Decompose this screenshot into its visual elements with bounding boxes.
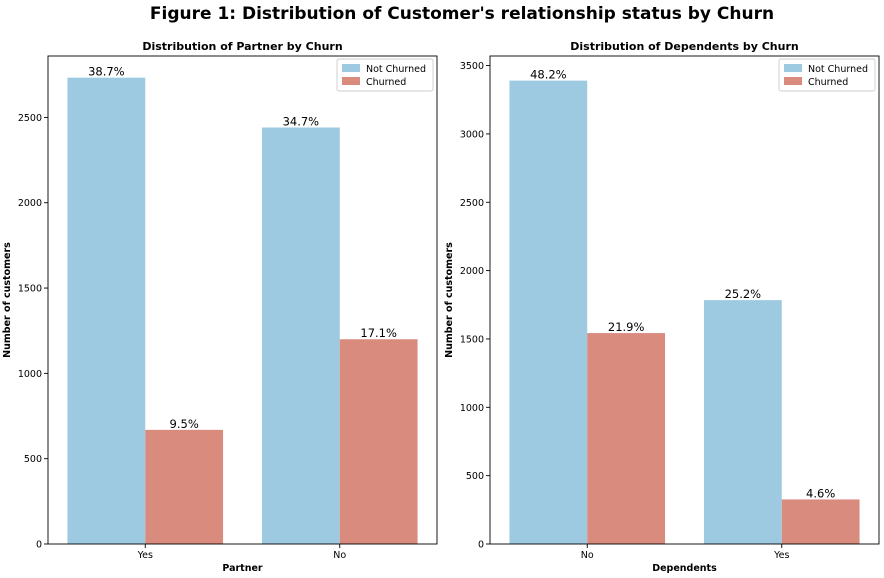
- legend-label: Not Churned: [808, 64, 868, 75]
- plot-frame: [47, 55, 438, 545]
- legend-label: Not Churned: [366, 64, 426, 75]
- bar-churned-no: [339, 339, 418, 544]
- legend: Not Churned Churned: [778, 58, 876, 92]
- y-tick-label: 1000: [460, 403, 484, 414]
- legend-swatch: [784, 77, 802, 85]
- bar-churned-yes: [781, 499, 860, 544]
- x-axis-label: Dependents: [652, 563, 717, 574]
- data-label: 21.9%: [608, 320, 645, 334]
- chart-partner: Distribution of Partner by Churn 38.7% 34.…: [2, 40, 438, 574]
- data-label: 25.2%: [725, 287, 762, 301]
- y-tick-label: 0: [478, 540, 484, 551]
- x-tick-label: Yes: [773, 550, 789, 561]
- legend-box: [778, 58, 876, 92]
- x-tick-label: Yes: [137, 550, 153, 561]
- chart-title: Distribution of Partner by Churn: [142, 40, 342, 53]
- x-tick-label: No: [333, 550, 346, 561]
- data-label: 17.1%: [360, 326, 397, 340]
- bar-churned-no: [587, 333, 666, 544]
- data-label: 48.2%: [530, 68, 567, 82]
- bar-not-churned-no: [509, 80, 588, 544]
- data-label: 9.5%: [170, 417, 199, 431]
- legend-label: Churned: [366, 77, 406, 88]
- legend: Not Churned Churned: [336, 58, 434, 92]
- figure-title: Figure 1: Distribution of Customer's rel…: [150, 4, 774, 24]
- y-tick-label: 2500: [460, 198, 484, 209]
- legend-label: Churned: [808, 77, 848, 88]
- y-tick-label: 2500: [18, 113, 42, 124]
- y-tick-label: 0: [36, 540, 42, 551]
- data-label: 34.7%: [283, 114, 320, 128]
- legend-swatch: [342, 77, 360, 85]
- bar-not-churned-no: [261, 127, 340, 544]
- y-tick-label: 2000: [460, 266, 484, 277]
- plot-frame: [489, 55, 880, 545]
- data-label: 4.6%: [806, 486, 835, 500]
- y-tick-label: 3500: [460, 61, 484, 72]
- chart-title: Distribution of Dependents by Churn: [570, 40, 798, 53]
- x-tick-label: No: [581, 550, 594, 561]
- y-tick-label: 2000: [18, 198, 42, 209]
- chart-dependents: Distribution of Dependents by Churn 48.2%…: [444, 40, 880, 574]
- legend-swatch: [342, 64, 360, 72]
- bar-not-churned-yes: [67, 77, 146, 545]
- bar-not-churned-yes: [703, 300, 782, 544]
- y-tick-label: 3000: [460, 129, 484, 140]
- y-tick-label: 500: [24, 454, 42, 465]
- y-tick-label: 1000: [18, 369, 42, 380]
- y-axis-label: Number of customers: [444, 242, 455, 358]
- data-label: 38.7%: [88, 65, 125, 79]
- x-axis-label: Partner: [222, 563, 263, 574]
- legend-box: [336, 58, 434, 92]
- y-tick-label: 1500: [18, 284, 42, 295]
- legend-swatch: [784, 64, 802, 72]
- y-tick-label: 1500: [460, 334, 484, 345]
- y-tick-label: 500: [466, 471, 484, 482]
- y-axis-label: Number of customers: [2, 242, 13, 358]
- bar-churned-yes: [145, 429, 224, 544]
